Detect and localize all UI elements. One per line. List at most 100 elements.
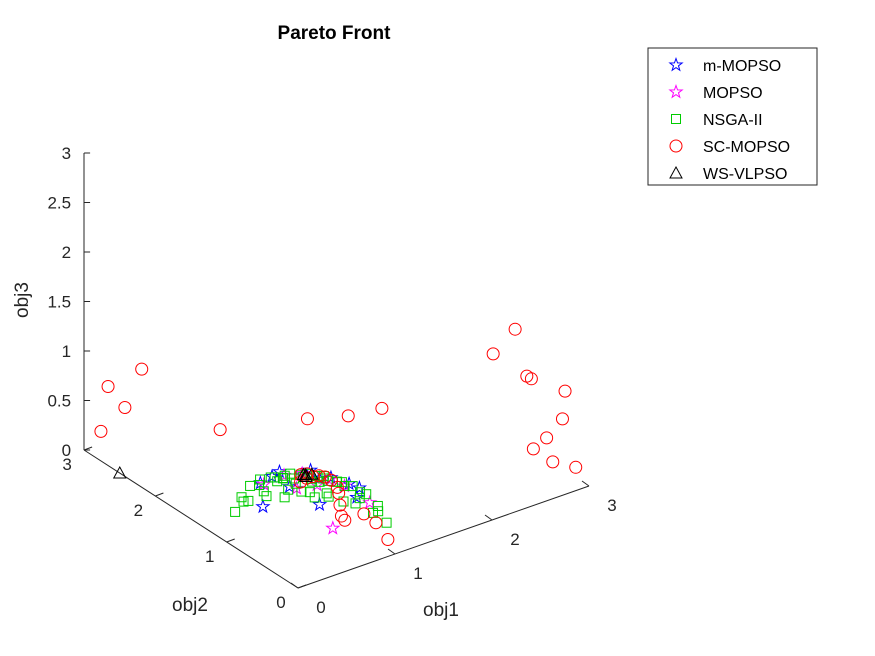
z-tick-label: 0 xyxy=(62,441,71,460)
data-point xyxy=(323,491,334,502)
z-tick-label: 2.5 xyxy=(47,194,71,213)
legend-label: NSGA-II xyxy=(703,112,763,129)
y-axis-label: obj2 xyxy=(172,595,208,616)
x-tick-label: 2 xyxy=(510,530,519,549)
data-point xyxy=(255,474,266,485)
data-point xyxy=(272,476,283,487)
data-point xyxy=(381,533,395,546)
x-tick-mark xyxy=(387,548,396,555)
x-tick-label: 1 xyxy=(413,564,422,583)
chart-title: Pareto Front xyxy=(278,23,392,44)
legend-label: MOPSO xyxy=(703,85,763,102)
y-axis-line xyxy=(83,449,299,589)
y-tick-mark xyxy=(297,584,307,589)
legend-label: m-MOPSO xyxy=(703,58,781,75)
data-point xyxy=(309,492,320,503)
data-point xyxy=(330,480,344,494)
data-point xyxy=(333,498,347,512)
scatter-points xyxy=(94,322,583,546)
z-tick-label: 3 xyxy=(62,144,71,163)
data-point xyxy=(101,380,115,393)
data-point xyxy=(381,517,392,528)
data-point xyxy=(321,488,332,499)
series-sc-mopso xyxy=(94,322,583,546)
legend-box xyxy=(647,47,818,186)
data-point xyxy=(569,460,583,474)
series-ws-vlpso xyxy=(112,465,319,482)
legend-marker xyxy=(668,83,684,99)
data-point xyxy=(508,322,522,336)
y-tick-label: 2 xyxy=(134,501,143,520)
data-point xyxy=(362,494,378,510)
data-point xyxy=(524,372,538,386)
data-point xyxy=(355,487,366,498)
data-point xyxy=(279,470,290,481)
data-point xyxy=(305,467,319,480)
y-tick-label: 1 xyxy=(205,547,214,566)
data-point xyxy=(230,506,241,517)
data-point xyxy=(520,369,534,383)
data-point xyxy=(118,401,132,414)
legend-marker xyxy=(669,165,683,179)
data-point xyxy=(279,492,290,503)
y-tick-mark xyxy=(83,446,93,451)
x-tick-label: 0 xyxy=(316,598,325,617)
data-point xyxy=(269,472,280,483)
data-point xyxy=(351,479,368,495)
data-point xyxy=(112,465,127,479)
data-point xyxy=(373,506,384,517)
data-point xyxy=(258,486,269,497)
legend-marker xyxy=(669,139,683,153)
axes-3d xyxy=(83,153,590,589)
data-point xyxy=(264,468,280,483)
data-point xyxy=(540,431,554,445)
data-point xyxy=(296,467,311,481)
data-point xyxy=(338,513,352,527)
data-point xyxy=(341,409,355,423)
x-ticks: 0 1 2 3 xyxy=(290,480,617,617)
data-point xyxy=(255,498,271,514)
data-point xyxy=(334,509,348,523)
legend: m-MOPSO MOPSO NSGA-II SC-MOPSO WS-VLPSO xyxy=(647,47,818,186)
data-point xyxy=(526,442,540,456)
data-point xyxy=(296,486,307,497)
data-point xyxy=(318,470,332,484)
x-axis-line xyxy=(297,485,590,589)
data-point xyxy=(354,493,365,504)
data-point xyxy=(283,484,294,495)
data-point xyxy=(213,423,227,437)
data-point xyxy=(325,520,341,535)
z-tick-label: 2 xyxy=(62,243,71,262)
data-point xyxy=(555,412,569,426)
data-point xyxy=(369,516,383,530)
legend-label: SC-MOPSO xyxy=(703,139,790,156)
data-point xyxy=(238,496,249,507)
y-tick-mark xyxy=(226,538,235,543)
x-tick-label: 3 xyxy=(607,496,616,515)
z-tick-label: 1 xyxy=(62,342,71,361)
data-point xyxy=(245,480,256,491)
data-point xyxy=(299,469,313,482)
z-axis-label: obj3 xyxy=(12,282,33,318)
y-tick-mark xyxy=(155,492,164,497)
data-point xyxy=(361,489,372,500)
data-point xyxy=(281,478,298,494)
z-tick-label: 1.5 xyxy=(47,293,71,312)
data-point xyxy=(558,384,572,398)
z-tick-label: 0.5 xyxy=(47,392,71,411)
y-tick-label: 0 xyxy=(276,593,285,612)
legend-marker xyxy=(668,56,684,72)
data-point xyxy=(294,475,308,489)
x-axis-label: obj1 xyxy=(423,600,459,621)
data-point xyxy=(300,412,314,426)
x-tick-mark xyxy=(290,582,299,589)
data-point xyxy=(546,455,560,469)
x-tick-mark xyxy=(484,514,493,521)
data-point xyxy=(277,473,288,483)
legend-label: WS-VLPSO xyxy=(703,166,787,183)
data-point xyxy=(486,347,500,361)
data-point xyxy=(94,424,108,438)
y-ticks: 0 1 2 3 xyxy=(62,446,307,612)
data-point xyxy=(375,401,389,415)
